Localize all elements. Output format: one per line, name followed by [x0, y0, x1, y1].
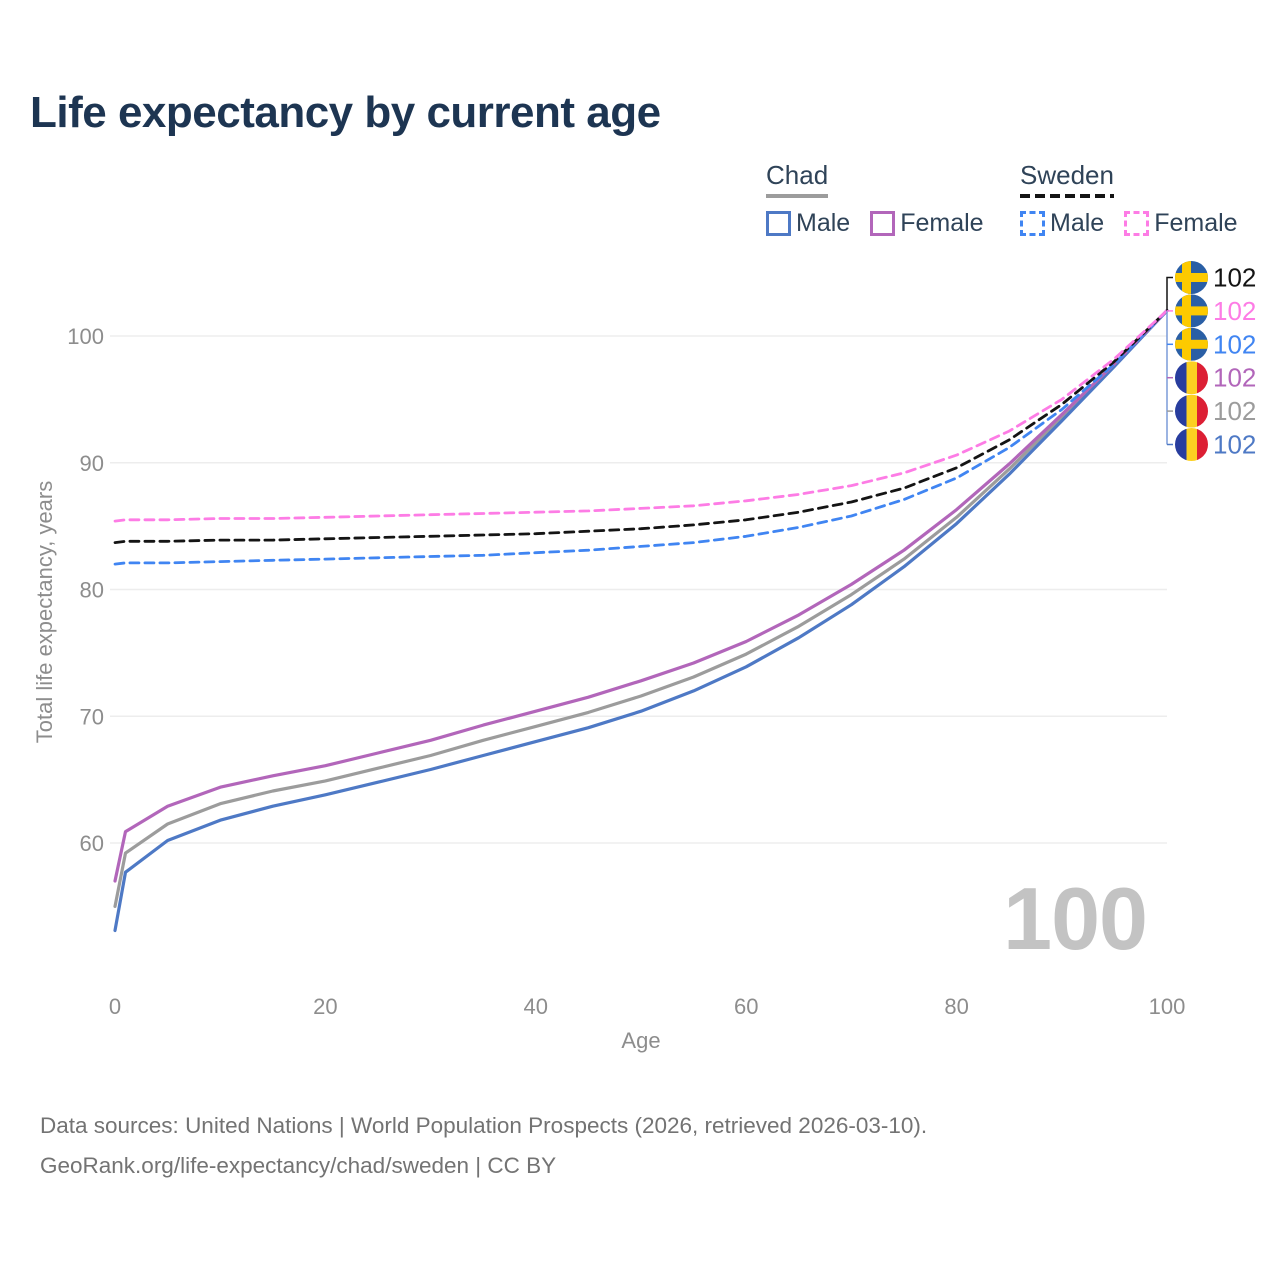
end-value-label-chad-male: 102 — [1213, 430, 1256, 460]
series-line-sweden-female — [113, 309, 1169, 523]
sweden-flag-cross-v — [1182, 294, 1191, 328]
legend-item-sweden-male[interactable]: Male — [1020, 209, 1104, 238]
x-tick-label-60: 60 — [734, 994, 758, 1019]
y-tick-label-80: 80 — [80, 578, 104, 603]
legend-sweden-header: Sweden — [1020, 160, 1114, 203]
y-tick-label-100: 100 — [67, 324, 104, 349]
sweden-flag-icon — [1175, 294, 1208, 328]
chad-flag-icon — [1175, 428, 1208, 461]
series-line-chad-male — [113, 309, 1169, 933]
end-value-label-sweden-both-sexes: 102 — [1213, 263, 1256, 293]
series-line-chad-female — [113, 309, 1169, 883]
x-tick-label-80: 80 — [944, 994, 968, 1019]
x-tick-label-20: 20 — [313, 994, 337, 1019]
sweden-flag-cross-h — [1175, 306, 1208, 316]
legend-chad-title: Chad — [766, 160, 829, 190]
sweden-flag-cross-v — [1182, 261, 1191, 294]
footer-data-sources: Data sources: United Nations | World Pop… — [40, 1113, 928, 1138]
y-tick-label-90: 90 — [80, 451, 104, 476]
x-tick-label-40: 40 — [524, 994, 548, 1019]
footer: Data sources: United Nations | World Pop… — [40, 1106, 927, 1186]
end-value-label-sweden-female: 102 — [1213, 296, 1256, 326]
legend-item-chad-male[interactable]: Male — [766, 209, 850, 238]
chad-flag-stripe-blue — [1175, 394, 1187, 428]
y-axis-title: Total life expectancy, years — [32, 480, 57, 744]
legend-chad-male-label: Male — [796, 209, 851, 237]
current-age-watermark: 100 — [1003, 869, 1148, 968]
chad-both-line-sample — [766, 194, 829, 198]
chad-flag-stripe-yellow — [1186, 361, 1197, 395]
chad-flag-stripe-red — [1197, 361, 1208, 395]
x-axis-title: Age — [621, 1028, 661, 1053]
legend-item-sweden-female[interactable]: Female — [1124, 209, 1238, 238]
chad-flag-icon — [1175, 361, 1208, 395]
series-line-chad-both-sexes — [113, 309, 1169, 908]
sweden-both-line-sample — [1020, 194, 1114, 198]
chad-flag-stripe-red — [1197, 394, 1208, 428]
end-label-connector-top — [1166, 276, 1173, 311]
sweden-flag-cross-v — [1182, 327, 1191, 361]
legend-sweden-male-label: Male — [1050, 209, 1105, 237]
sweden-female-swatch-icon — [1124, 211, 1150, 236]
end-value-label-chad-both-sexes: 102 — [1213, 396, 1256, 426]
chad-flag-stripe-yellow — [1186, 394, 1197, 428]
sweden-male-swatch-icon — [1020, 211, 1045, 236]
chad-flag-stripe-blue — [1175, 428, 1187, 461]
x-tick-label-0: 0 — [109, 994, 121, 1019]
chart-title: Life expectancy by current age — [30, 88, 661, 137]
chad-flag-icon — [1175, 394, 1208, 428]
chad-male-swatch-icon — [766, 211, 791, 236]
series-line-sweden-male — [113, 309, 1169, 566]
legend-group-chad: Chad Male Female — [766, 160, 1004, 238]
chad-flag-stripe-blue — [1175, 361, 1187, 395]
sweden-flag-icon — [1175, 261, 1208, 294]
legend-sweden-female-label: Female — [1154, 209, 1238, 237]
y-tick-label-60: 60 — [80, 831, 104, 856]
chad-flag-stripe-yellow — [1186, 428, 1197, 461]
legend-group-sweden: Sweden Male Female — [1020, 160, 1258, 238]
legend-item-chad-female[interactable]: Female — [870, 209, 984, 238]
footer-attribution: GeoRank.org/life-expectancy/chad/sweden … — [40, 1153, 557, 1178]
legend-sweden-title: Sweden — [1020, 160, 1114, 190]
legend-chad-female-label: Female — [900, 209, 984, 237]
series-line-sweden-both-sexes — [113, 309, 1169, 544]
chad-flag-stripe-red — [1197, 428, 1208, 461]
legend-chad-header: Chad — [766, 160, 829, 203]
chad-female-swatch-icon — [870, 211, 896, 236]
y-tick-label-70: 70 — [80, 704, 104, 729]
x-tick-label-100: 100 — [1149, 994, 1186, 1019]
sweden-flag-cross-h — [1175, 273, 1208, 282]
end-value-label-sweden-male: 102 — [1213, 329, 1256, 359]
sweden-flag-cross-h — [1175, 339, 1208, 349]
end-value-label-chad-female: 102 — [1213, 363, 1256, 393]
sweden-flag-icon — [1175, 327, 1208, 361]
